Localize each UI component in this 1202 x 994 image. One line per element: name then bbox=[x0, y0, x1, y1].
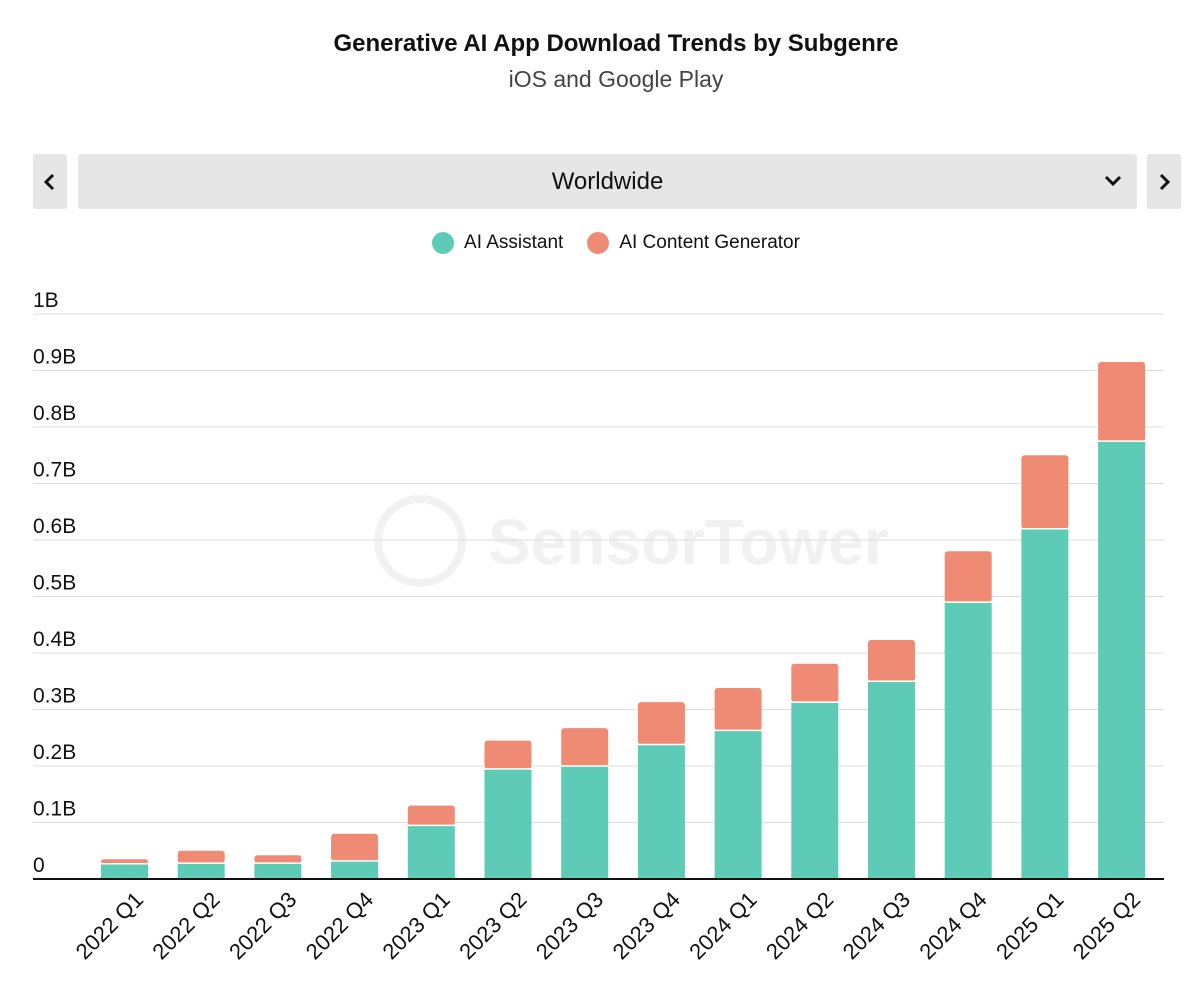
bar-ai-assistant bbox=[791, 702, 839, 879]
bar-ai-assistant bbox=[331, 860, 379, 879]
y-tick-label: 0 bbox=[33, 854, 45, 877]
y-tick-label: 0.9B bbox=[33, 346, 76, 369]
bar-ai-assistant bbox=[1098, 441, 1146, 879]
y-tick-label: 0.6B bbox=[33, 515, 76, 538]
bar-ai-content-generator bbox=[331, 833, 379, 861]
x-tick-label: 2025 Q1 bbox=[991, 887, 1068, 964]
x-tick-label: 2024 Q3 bbox=[838, 887, 915, 964]
chevron-left-icon bbox=[43, 173, 55, 190]
y-tick-label: 0.7B bbox=[33, 459, 76, 482]
legend-label-ai-content-generator: AI Content Generator bbox=[619, 232, 800, 253]
legend-item-ai-content-generator[interactable]: AI Content Generator bbox=[587, 232, 800, 254]
bar-ai-assistant bbox=[101, 863, 148, 879]
next-region-button[interactable] bbox=[1147, 154, 1181, 209]
y-tick-label: 0.1B bbox=[33, 798, 76, 821]
bar-ai-content-generator bbox=[177, 850, 225, 864]
y-tick-label: 0.4B bbox=[33, 628, 76, 651]
chevron-right-icon bbox=[1159, 173, 1171, 190]
bar-ai-content-generator bbox=[407, 805, 455, 826]
x-tick-label: 2023 Q2 bbox=[454, 887, 531, 964]
bar-ai-content-generator bbox=[944, 551, 992, 603]
bar-ai-content-generator bbox=[254, 855, 302, 864]
watermark-logo: SensorTower bbox=[374, 495, 889, 587]
bar-ai-assistant bbox=[637, 744, 685, 879]
x-tick-label: 2024 Q2 bbox=[761, 887, 838, 964]
y-tick-label: 0.5B bbox=[33, 572, 76, 595]
x-tick-label: 2022 Q1 bbox=[71, 887, 148, 964]
legend-swatch-ai-assistant bbox=[432, 232, 455, 254]
chart-legend: AI Assistant AI Content Generator bbox=[0, 232, 1202, 254]
x-tick-label: 2024 Q4 bbox=[914, 887, 991, 964]
bar-ai-content-generator bbox=[1021, 455, 1069, 529]
x-tick-label: 2024 Q1 bbox=[684, 887, 761, 964]
legend-label-ai-assistant: AI Assistant bbox=[464, 232, 564, 253]
bar-ai-assistant bbox=[484, 768, 532, 879]
bar-ai-content-generator bbox=[101, 859, 148, 864]
bar-ai-content-generator bbox=[484, 740, 532, 769]
legend-item-ai-assistant[interactable]: AI Assistant bbox=[432, 232, 563, 254]
legend-swatch-ai-content-generator bbox=[587, 232, 610, 254]
region-selected-label: Worldwide bbox=[551, 168, 664, 195]
chevron-down-icon bbox=[1104, 175, 1122, 187]
bar-ai-assistant bbox=[714, 730, 762, 879]
y-tick-label: 1B bbox=[33, 289, 59, 312]
chart-title: Generative AI App Download Trends by Sub… bbox=[333, 30, 899, 57]
bar-ai-assistant bbox=[944, 602, 992, 879]
x-tick-label: 2023 Q1 bbox=[377, 887, 454, 964]
y-tick-label: 0.3B bbox=[33, 685, 76, 708]
x-tick-label: 2022 Q4 bbox=[301, 887, 378, 964]
bar-ai-content-generator bbox=[1098, 362, 1146, 442]
bar-ai-assistant bbox=[561, 766, 609, 879]
bar-ai-assistant bbox=[407, 825, 455, 879]
y-tick-label: 0.8B bbox=[33, 402, 76, 425]
previous-region-button[interactable] bbox=[33, 154, 67, 209]
svg-text:SensorTower: SensorTower bbox=[488, 506, 889, 578]
x-tick-label: 2022 Q3 bbox=[224, 887, 301, 964]
x-tick-label: 2025 Q2 bbox=[1068, 887, 1145, 964]
chart-subtitle: iOS and Google Play bbox=[508, 66, 724, 92]
stacked-bar-chart: SensorTower 0 0.1B 0.2B 0.3B 0.4B 0.5B 0.6B 0.7B… bbox=[33, 289, 1164, 964]
bar-ai-content-generator bbox=[868, 640, 915, 682]
bar-ai-assistant bbox=[868, 681, 915, 879]
x-tick-label: 2022 Q2 bbox=[147, 887, 224, 964]
bar-ai-content-generator bbox=[637, 702, 685, 745]
x-tick-label: 2023 Q4 bbox=[608, 887, 685, 964]
x-tick-label: 2023 Q3 bbox=[531, 887, 608, 964]
region-dropdown[interactable]: Worldwide bbox=[78, 154, 1137, 209]
y-tick-label: 0.2B bbox=[33, 741, 76, 764]
bar-ai-content-generator bbox=[714, 688, 762, 731]
bar-ai-assistant bbox=[254, 863, 302, 879]
bar-ai-content-generator bbox=[561, 728, 609, 766]
bar-ai-content-generator bbox=[791, 663, 839, 703]
bar-ai-assistant bbox=[177, 863, 225, 879]
bar-ai-assistant bbox=[1021, 528, 1069, 879]
